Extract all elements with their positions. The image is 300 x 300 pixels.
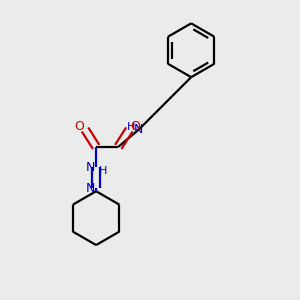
Text: N: N [86,161,95,174]
Text: O: O [130,121,140,134]
Text: N: N [86,182,95,195]
Text: H: H [127,122,135,132]
Text: N: N [134,123,143,136]
Text: O: O [74,121,84,134]
Text: H: H [99,166,107,176]
